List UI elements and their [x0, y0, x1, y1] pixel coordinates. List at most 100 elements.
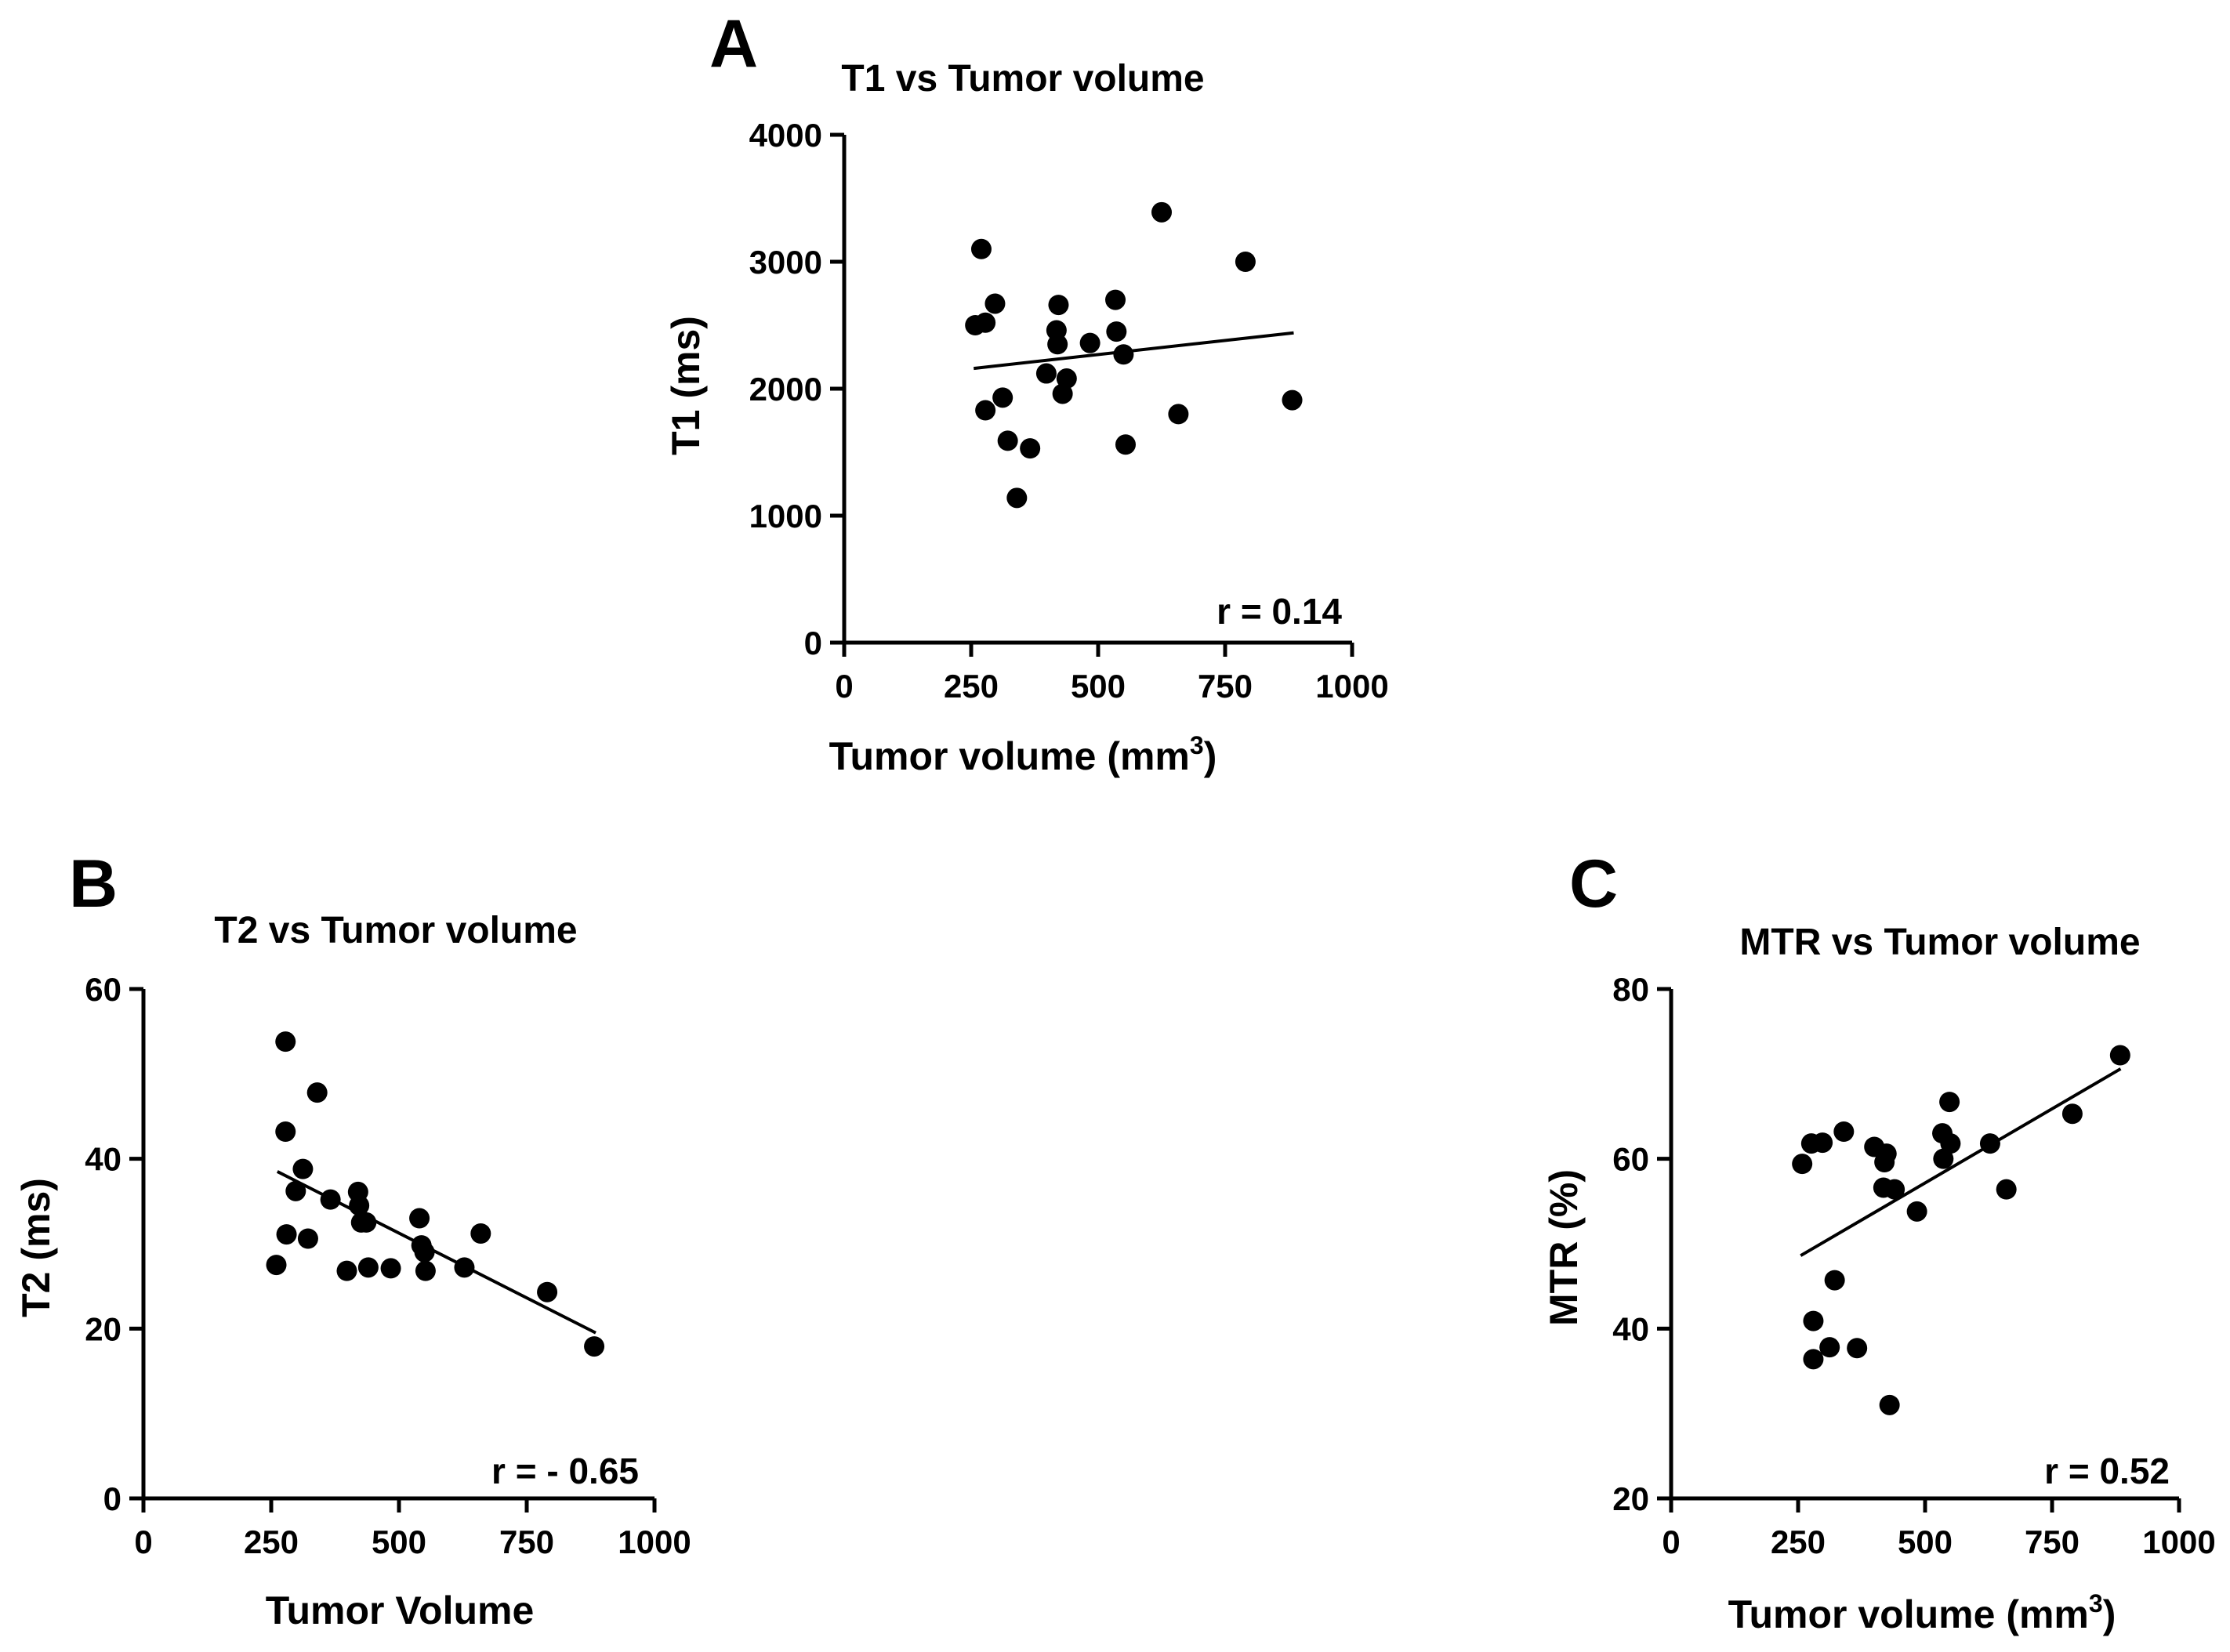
data-point-c-5 [1819, 1337, 1840, 1358]
data-point-c-17 [1933, 1148, 1954, 1169]
data-point-c-14 [1884, 1179, 1905, 1200]
data-point-b-4 [285, 1180, 306, 1201]
data-point-a-13 [1052, 383, 1073, 404]
data-point-c-15 [1906, 1201, 1927, 1222]
data-point-c-6 [1824, 1270, 1845, 1291]
x-axis-label-text-b: Tumor Volume [266, 1589, 535, 1632]
x-axis-label-c: Tumor volume (mm3) [1728, 1589, 2116, 1636]
panel-letter-b: B [69, 846, 118, 922]
data-point-a-17 [1106, 321, 1127, 342]
data-point-b-0 [266, 1255, 287, 1276]
data-point-b-19 [415, 1260, 436, 1281]
x-axis-label-b: Tumor Volume [266, 1589, 535, 1632]
y-axis-label-c: MTR (%) [1542, 1169, 1586, 1326]
regression-line-a [974, 331, 1294, 371]
data-point-c-12 [1876, 1143, 1897, 1165]
data-point-b-21 [470, 1223, 491, 1244]
y-tick-label-c-80: 80 [1612, 971, 1649, 1008]
correlation-label-a: r = 0.14 [1217, 591, 1342, 632]
x-axis-label-superscript-c: 3 [2089, 1589, 2103, 1618]
data-point-a-21 [1168, 404, 1189, 425]
data-point-a-9 [1035, 363, 1057, 384]
data-point-a-23 [1282, 389, 1303, 411]
x-tick-label-a-1000: 1000 [1315, 668, 1388, 705]
y-tick-label-b-60: 60 [85, 971, 121, 1008]
y-tick-label-a-1000: 1000 [749, 498, 822, 534]
y-tick-label-a-0: 0 [804, 625, 822, 661]
data-point-c-0 [1792, 1154, 1813, 1175]
regression-line-c [1800, 1067, 2122, 1257]
data-point-a-15 [1079, 332, 1100, 353]
x-tick-label-b-750: 750 [499, 1523, 554, 1560]
data-point-b-1 [275, 1031, 296, 1052]
x-axis-label-close-a: ) [1204, 734, 1217, 778]
data-point-c-22 [2061, 1103, 2083, 1125]
data-point-a-18 [1113, 344, 1134, 365]
panel-b: B T2 vs Tumor volume T2 (ms) Tumor Volum… [14, 846, 691, 1632]
data-point-c-23 [2109, 1045, 2130, 1066]
data-point-c-4 [1812, 1132, 1833, 1154]
data-point-a-8 [1020, 438, 1041, 459]
panel-letter-a: A [709, 6, 758, 82]
x-tick-label-c-250: 250 [1771, 1523, 1826, 1560]
data-point-c-18 [1939, 1092, 1960, 1113]
correlation-label-c: r = 0.52 [2044, 1451, 2170, 1491]
data-point-c-19 [1940, 1133, 1961, 1154]
data-point-b-5 [292, 1158, 314, 1179]
y-axis-label-b: T2 (ms) [14, 1178, 58, 1317]
x-tick-label-b-1000: 1000 [618, 1523, 691, 1560]
data-point-a-12 [1048, 295, 1069, 316]
y-tick-label-a-4000: 4000 [749, 117, 822, 154]
data-point-c-21 [1996, 1179, 2017, 1200]
x-tick-label-b-250: 250 [244, 1523, 299, 1560]
data-point-c-7 [1833, 1121, 1855, 1142]
chart-title-a: T1 vs Tumor volume [841, 58, 1204, 100]
x-axis-label-a: Tumor volume (mm3) [829, 731, 1217, 778]
data-point-b-7 [306, 1082, 328, 1103]
data-point-a-19 [1115, 434, 1136, 455]
x-tick-label-c-750: 750 [2025, 1523, 2080, 1560]
y-tick-label-c-60: 60 [1612, 1141, 1649, 1178]
data-point-a-7 [1006, 487, 1028, 509]
y-axis-label-a: T1 (ms) [664, 316, 708, 455]
data-point-b-23 [584, 1336, 605, 1357]
panel-a: A T1 vs Tumor volume T1 (ms) Tumor volum… [664, 6, 1389, 778]
y-tick-label-c-20: 20 [1612, 1480, 1649, 1517]
correlation-label-b: r = - 0.65 [491, 1451, 639, 1491]
data-point-c-13 [1879, 1394, 1900, 1415]
data-point-b-11 [349, 1195, 370, 1216]
data-point-a-2 [975, 312, 996, 333]
data-point-a-3 [975, 400, 996, 421]
x-tick-label-c-500: 500 [1898, 1523, 1953, 1560]
x-tick-label-b-500: 500 [372, 1523, 426, 1560]
x-tick-label-a-0: 0 [835, 668, 853, 705]
x-tick-label-c-1000: 1000 [2142, 1523, 2215, 1560]
x-tick-label-b-0: 0 [134, 1523, 152, 1560]
data-point-a-5 [992, 387, 1013, 408]
y-tick-label-b-20: 20 [85, 1310, 121, 1347]
y-tick-label-b-40: 40 [85, 1141, 121, 1178]
y-tick-label-a-3000: 3000 [749, 244, 822, 281]
data-point-b-2 [275, 1121, 296, 1142]
data-point-a-20 [1151, 201, 1172, 223]
data-point-c-8 [1847, 1338, 1868, 1359]
data-point-b-15 [380, 1258, 401, 1279]
data-point-b-13 [356, 1212, 377, 1233]
data-point-a-1 [970, 238, 992, 259]
data-point-a-22 [1235, 252, 1256, 272]
y-tick-label-a-2000: 2000 [749, 371, 822, 408]
data-point-b-20 [454, 1257, 475, 1278]
x-axis-label-text-a: Tumor volume (mm [829, 734, 1190, 778]
x-tick-label-a-500: 500 [1071, 668, 1126, 705]
data-point-a-16 [1105, 289, 1126, 310]
data-point-a-4 [984, 293, 1006, 314]
data-point-a-14 [1056, 368, 1077, 389]
chart-title-b: T2 vs Tumor volume [214, 910, 577, 951]
data-point-b-3 [276, 1224, 297, 1245]
y-tick-label-c-40: 40 [1612, 1310, 1649, 1347]
data-point-b-9 [336, 1260, 357, 1281]
data-point-b-6 [297, 1228, 318, 1249]
y-tick-label-b-0: 0 [103, 1480, 121, 1517]
data-point-a-11 [1047, 334, 1068, 355]
